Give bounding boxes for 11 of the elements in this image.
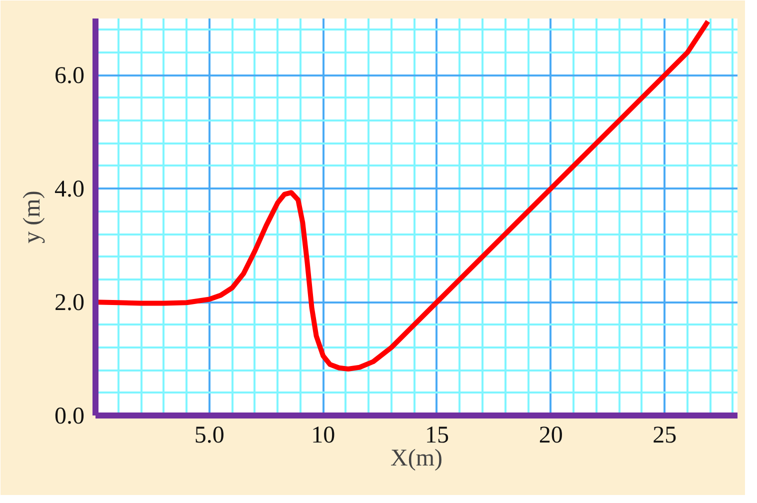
y-tick-label: 2.0: [54, 290, 84, 316]
y-axis-title: y (m): [20, 190, 46, 244]
x-tick-label: 20: [538, 422, 563, 448]
y-tick-label: 4.0: [54, 176, 84, 203]
y-tick-label: 6.0: [54, 63, 84, 90]
x-tick-label: 15: [424, 422, 449, 448]
x-tick-label: 25: [652, 422, 677, 448]
x-tick-label: 5.0: [194, 422, 224, 448]
y-tick-label: 0.0: [54, 404, 84, 430]
x-tick-label: 10: [311, 422, 336, 448]
x-axis-title: X(m): [390, 446, 442, 472]
